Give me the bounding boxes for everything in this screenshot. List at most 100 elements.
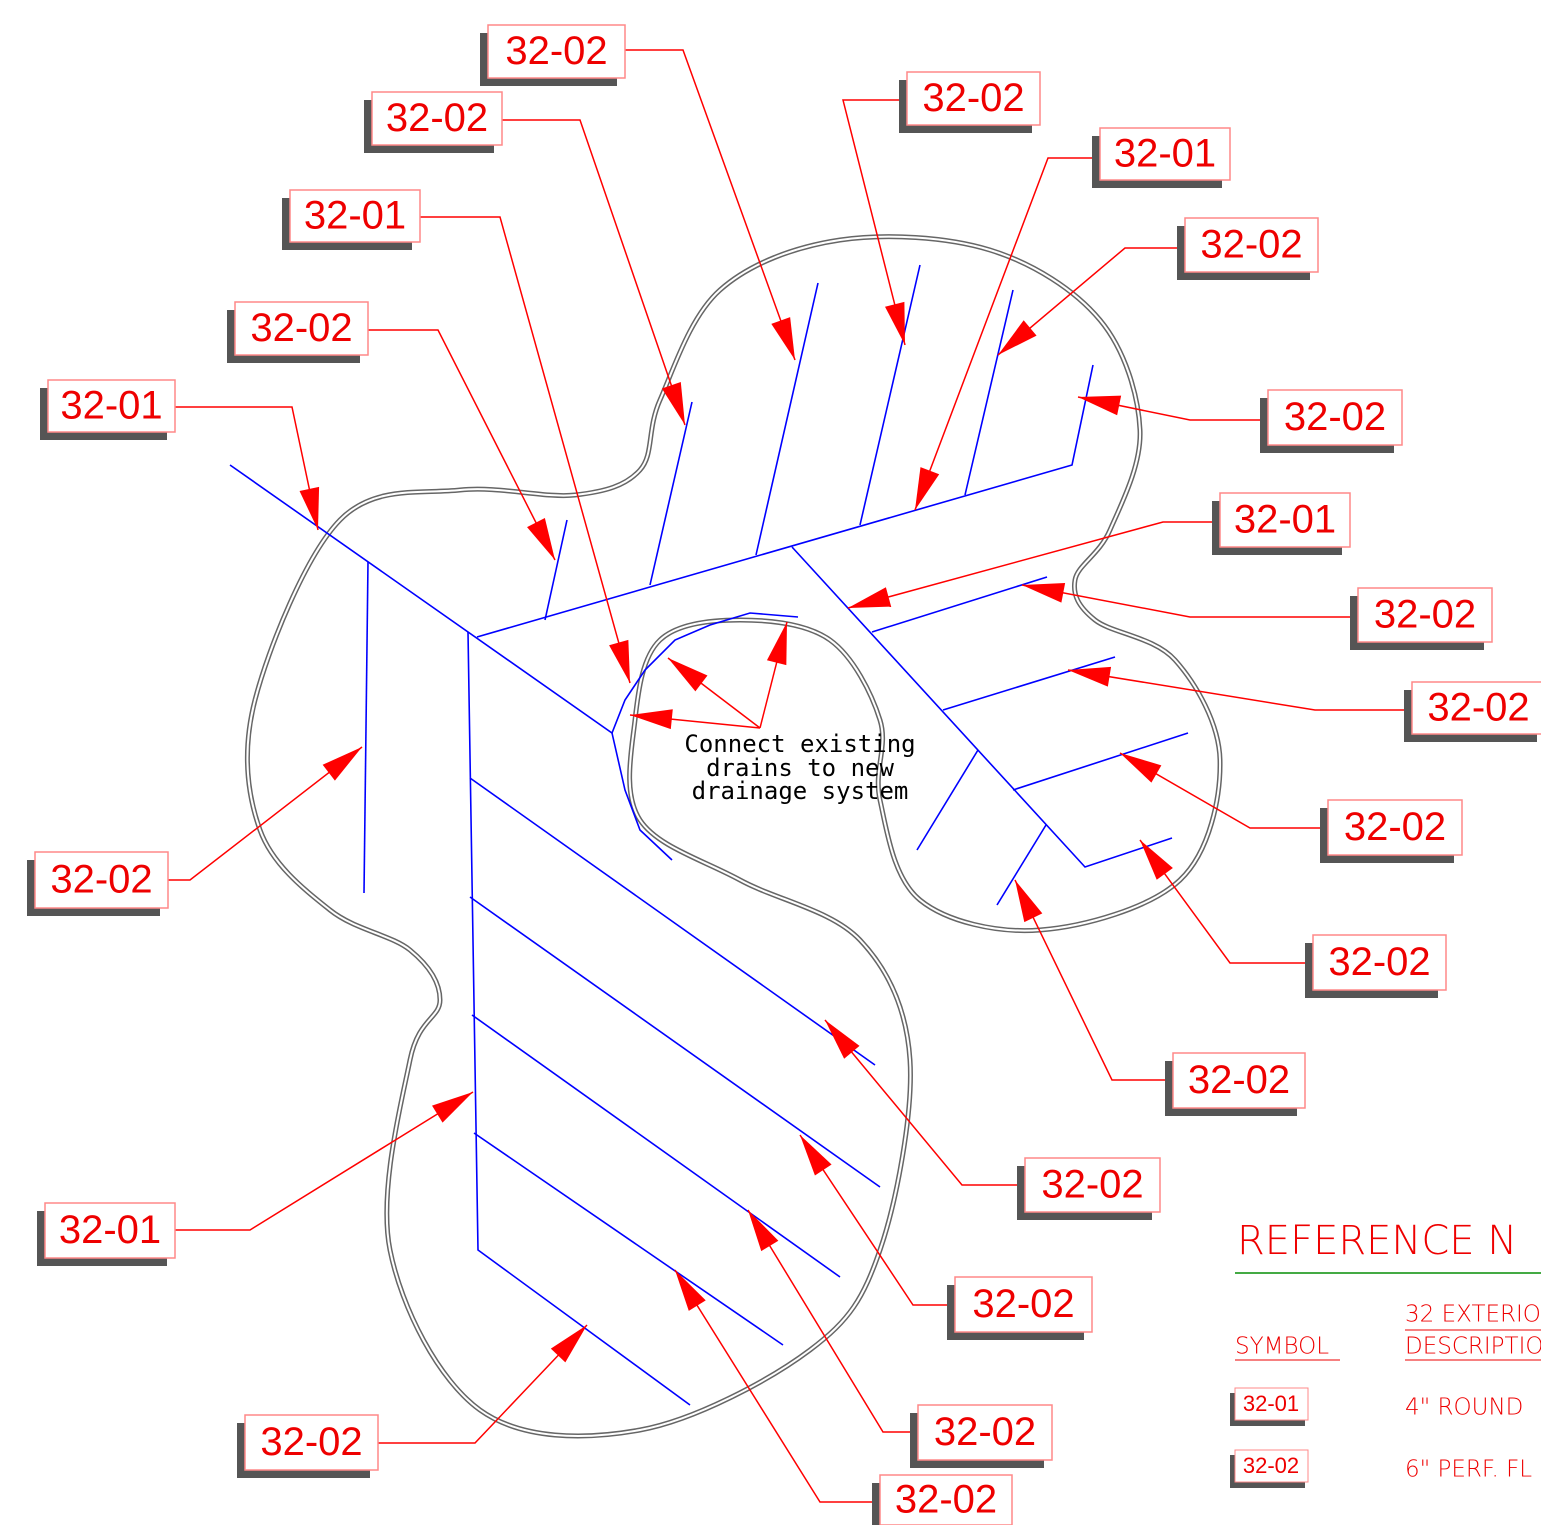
tags: 32-02 32-02 32-02 32-01 32-01 32-02 32-02 32-01… [27, 24, 1541, 1525]
ref-desc-header: DESCRIPTIO [1405, 1334, 1541, 1360]
tag-box [289, 189, 421, 243]
leader [674, 1269, 880, 1503]
arrowhead [609, 639, 630, 683]
tag-box [1357, 587, 1493, 643]
tag-label: 32-02 [1328, 940, 1430, 984]
ref-section: 32 EXTERIO [1405, 1302, 1541, 1328]
leader [1014, 879, 1173, 1081]
tag-label: 32-01 [304, 194, 406, 238]
tag: 32-02 [842, 71, 1041, 346]
arrowhead [998, 320, 1037, 355]
ref-tag-box [1234, 1449, 1309, 1483]
arrowhead [1068, 666, 1112, 687]
arrowhead [432, 1092, 473, 1123]
tag-label: 32-02 [1041, 1163, 1143, 1207]
arrowhead [550, 1325, 587, 1363]
arrowhead [825, 1020, 860, 1059]
leader [1067, 669, 1412, 711]
boundary-outer [244, 234, 1223, 1439]
ref-symbol: 32-01 [1243, 1391, 1299, 1416]
tag-box [1184, 217, 1319, 273]
tag-box [34, 851, 169, 909]
tag: 32-02 [1021, 583, 1493, 650]
ref-symbol-header: SYMBOL [1235, 1334, 1329, 1360]
tag-label: 32-02 [50, 858, 152, 902]
note-line: Connect existing [684, 730, 915, 758]
leader [1119, 752, 1328, 829]
tag-label: 32-02 [934, 1410, 1036, 1454]
tag-label: 32-02 [386, 96, 488, 140]
leader [1139, 839, 1313, 964]
leader [1021, 584, 1358, 618]
tag-box [1099, 127, 1231, 181]
tag: 32-02 [997, 217, 1319, 356]
leader [168, 746, 363, 881]
tag: 32-02 [227, 301, 556, 561]
tag-box [954, 1276, 1093, 1333]
tag-label: 32-01 [1114, 132, 1216, 176]
ref-title: REFERENCE N [1237, 1218, 1517, 1264]
ref-symbol: 32-02 [1243, 1453, 1299, 1478]
arrowhead [885, 301, 905, 345]
arrowhead [1120, 753, 1162, 783]
note-line: drains to new [706, 754, 894, 782]
arrowhead [771, 317, 795, 360]
leader [420, 216, 631, 684]
tag-box [234, 301, 369, 356]
reference: REFERENCE N 32 EXTERIO DESCRIPTIO SYMBOL… [1230, 1218, 1541, 1488]
arrowhead [1078, 395, 1122, 416]
tag-box [44, 1202, 176, 1259]
note: Connect existing drains to new drainage … [629, 621, 916, 805]
tag: 32-02 [364, 91, 686, 426]
tag-box [917, 1404, 1053, 1461]
leader [842, 99, 907, 346]
tag: 32-01 [914, 127, 1231, 511]
arrowhead [915, 467, 940, 510]
leader [378, 1324, 588, 1444]
tag-box [47, 379, 176, 433]
tag-label: 32-02 [260, 1420, 362, 1464]
tag-label: 32-01 [59, 1208, 161, 1252]
leader [997, 247, 1185, 356]
tag-box [1172, 1052, 1306, 1109]
tag: 32-02 [1014, 879, 1306, 1116]
arrowhead [630, 709, 673, 730]
boundary [244, 234, 1223, 1439]
tag: 32-02 [1067, 666, 1541, 742]
tag-label: 32-02 [1284, 395, 1386, 439]
note-line: drainage system [692, 777, 909, 805]
leader [799, 1134, 955, 1306]
tag-label: 32-02 [1344, 805, 1446, 849]
arrowhead [748, 1210, 779, 1252]
tag-box [1219, 492, 1351, 548]
tag-box [487, 24, 626, 79]
tag: 32-01 [37, 1091, 474, 1266]
ref-tag-box [1234, 1387, 1309, 1421]
leader [747, 1209, 918, 1433]
tag-label: 32-02 [972, 1282, 1074, 1326]
tag: 32-02 [799, 1134, 1093, 1340]
tag: 32-02 [747, 1209, 1053, 1468]
tag: 32-02 [480, 24, 796, 361]
tag: 32-01 [282, 189, 631, 684]
tag-box [371, 91, 503, 146]
ref-desc: 4" ROUND [1405, 1395, 1523, 1421]
tag-box [1312, 934, 1447, 991]
tag-label: 32-02 [505, 29, 607, 73]
tag-label: 32-02 [1374, 593, 1476, 637]
leader [914, 157, 1100, 511]
leader [847, 521, 1220, 609]
tag-box [244, 1414, 379, 1471]
leader [502, 119, 686, 426]
boundary-inner [246, 235, 1222, 1437]
tag-box [1327, 799, 1463, 856]
tag-label: 32-01 [60, 384, 162, 428]
arrowhead [527, 518, 555, 560]
tag-label: 32-02 [1427, 686, 1529, 730]
arrowhead [668, 658, 708, 692]
tag: 32-02 [1139, 839, 1447, 998]
tag-box [879, 1474, 1013, 1525]
leader [824, 1019, 1025, 1186]
pipes [229, 264, 1189, 1406]
